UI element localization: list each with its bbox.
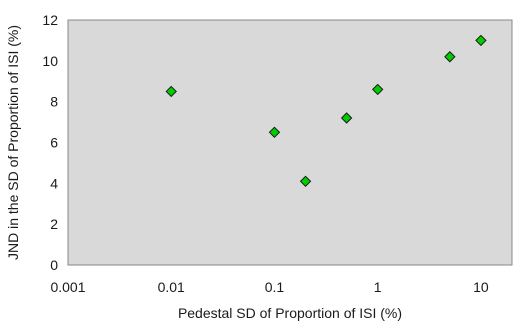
y-tick-label: 8 [50,94,58,110]
y-tick-label: 4 [50,175,58,191]
data-point [475,34,487,47]
y-tick-label: 0 [50,257,58,273]
data-point [340,112,353,124]
x-tick-label: 0.1 [265,279,285,295]
y-tick-label: 6 [50,135,58,151]
x-axis-ticks: 0.001 0.01 0.1 1 10 [50,279,488,295]
y-tick-label: 12 [42,12,58,28]
y-axis-ticks: 0 2 4 6 8 10 12 [42,12,58,273]
data-point [371,83,384,96]
plot-area [67,19,513,266]
x-tick-label: 0.001 [50,279,85,295]
x-tick-label: 1 [374,279,382,295]
y-tick-label: 2 [50,216,58,232]
x-tick-label: 10 [473,279,489,295]
data-point [444,51,456,63]
x-axis-label: Pedestal SD of Proportion of ISI (%) [178,305,402,321]
data-point [268,126,281,138]
data-point [165,85,177,98]
y-axis-label: JND in the SD of Proportion of ISI (%) [5,25,21,260]
y-tick-label: 10 [42,53,58,69]
x-tick-label: 0.01 [158,279,185,295]
data-point [299,175,312,187]
data-points [165,34,487,187]
